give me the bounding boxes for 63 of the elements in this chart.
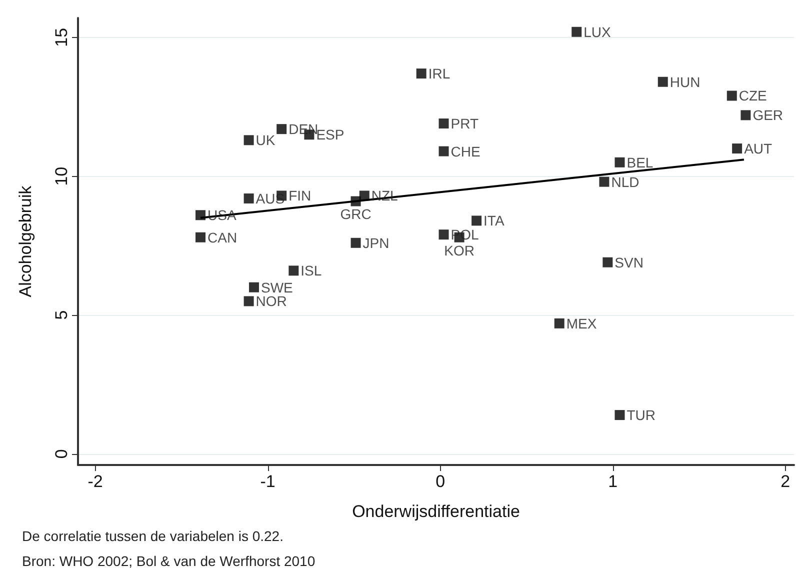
point xyxy=(614,410,625,420)
y-tick-label: 15 xyxy=(52,28,71,47)
x-axis-title: Onderwijsdifferentiatie xyxy=(352,502,520,521)
data-label: CHE xyxy=(450,143,480,160)
point xyxy=(244,296,254,306)
point xyxy=(244,135,254,146)
data-label: JPN xyxy=(362,234,390,251)
y-tick-label: 10 xyxy=(52,166,71,186)
data-label: MEX xyxy=(566,315,598,332)
point xyxy=(244,193,254,204)
text: Bron: WHO 2002; Bol & van de Werfhorst 2010 xyxy=(22,553,316,569)
data-label: CAN xyxy=(207,229,238,246)
point xyxy=(726,90,737,101)
data-label: NOR xyxy=(256,293,287,310)
data-label: HUN xyxy=(670,74,700,90)
y-tick-label: 0 xyxy=(52,449,71,459)
y-axis-title: Alcoholgebruik xyxy=(16,185,35,298)
data-label: KOR xyxy=(444,242,474,258)
point xyxy=(195,210,206,220)
point xyxy=(438,118,449,129)
point xyxy=(350,196,361,206)
data-label: ITA xyxy=(484,212,505,229)
x-tick-label: 2 xyxy=(780,472,790,491)
data-label: TUR xyxy=(626,407,656,424)
point xyxy=(438,230,449,240)
y-tick-label: 5 xyxy=(52,310,71,320)
point xyxy=(472,216,482,226)
point xyxy=(276,124,287,134)
point xyxy=(614,157,625,168)
data-label: SWE xyxy=(260,279,293,296)
x-tick-label: -1 xyxy=(260,472,276,491)
data-label: AUT xyxy=(744,140,773,156)
data-label: PRT xyxy=(450,116,479,132)
point xyxy=(732,143,742,154)
point xyxy=(658,76,668,87)
data-label: IRL xyxy=(428,66,450,82)
point xyxy=(350,238,361,248)
data-label: LUX xyxy=(584,24,612,40)
point xyxy=(599,176,610,187)
text: De correlatie tussen de variabelen is 0.22. xyxy=(22,528,284,544)
x-tick-label: 0 xyxy=(436,472,446,491)
data-label: ISL xyxy=(300,262,322,279)
data-label: BEL xyxy=(626,154,654,170)
point xyxy=(438,146,449,156)
point xyxy=(195,232,206,242)
point xyxy=(740,110,751,120)
point xyxy=(554,318,564,328)
point xyxy=(359,190,370,201)
data-label: GRC xyxy=(340,206,372,222)
data-label: ESP xyxy=(316,126,344,143)
x-tick-label: 1 xyxy=(608,472,618,491)
data-label: NLD xyxy=(611,174,640,190)
data-label: SVN xyxy=(614,254,644,270)
data-label: FIN xyxy=(288,188,312,204)
point xyxy=(572,26,582,37)
point xyxy=(416,68,426,79)
x-tick-label: -2 xyxy=(88,472,103,491)
point xyxy=(602,257,613,268)
data-label: GER xyxy=(752,107,784,124)
data-label: UK xyxy=(256,132,276,148)
point xyxy=(248,282,259,292)
data-label: CZE xyxy=(738,88,767,104)
point xyxy=(288,266,299,276)
